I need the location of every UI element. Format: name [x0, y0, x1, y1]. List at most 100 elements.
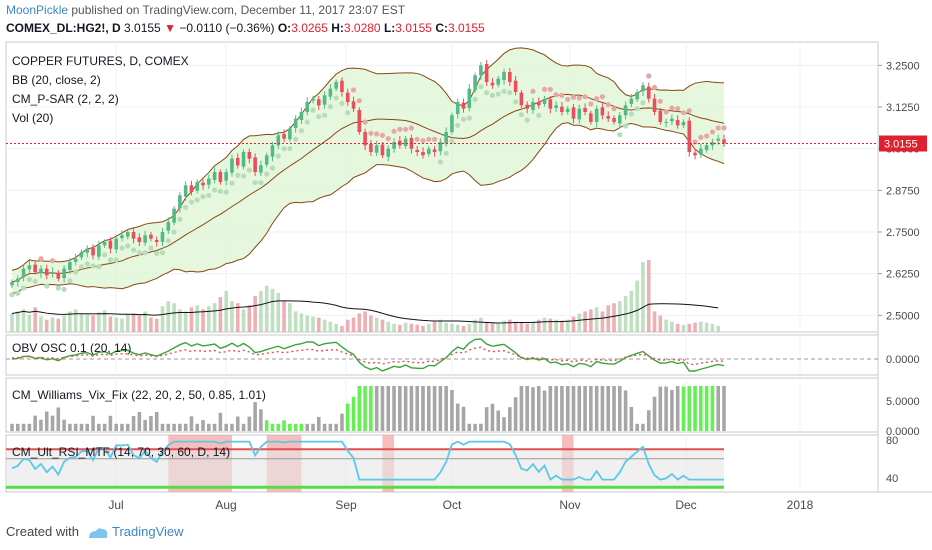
sar-dot — [709, 129, 716, 135]
candle — [102, 242, 107, 246]
volume-bar — [473, 319, 477, 332]
sar-dot — [61, 286, 67, 292]
sar-dot — [188, 199, 195, 205]
vix-bar — [484, 407, 489, 431]
volume-bar — [334, 323, 338, 332]
vix-bar — [548, 386, 553, 431]
candle — [149, 234, 153, 239]
sar-dot — [385, 136, 391, 142]
candle — [131, 232, 136, 239]
volume-bar — [125, 314, 130, 332]
volume-bar — [490, 322, 495, 332]
candle — [467, 88, 472, 108]
volume-bar — [357, 313, 362, 332]
volume-bar — [704, 322, 709, 332]
x-tick-label: Nov — [559, 498, 580, 512]
close-label: C: — [435, 21, 448, 35]
volume-bar — [73, 309, 78, 332]
sar-dot — [431, 136, 438, 142]
candle — [166, 222, 171, 231]
candle — [39, 268, 43, 274]
candle — [386, 148, 391, 157]
vix-bar — [62, 419, 66, 431]
candle — [50, 272, 55, 274]
sar-dot — [495, 91, 501, 97]
sar-dot — [582, 94, 588, 100]
volume-bar — [548, 318, 553, 332]
candle — [432, 149, 437, 152]
sar-dot — [165, 238, 171, 244]
volume-bar — [230, 301, 234, 332]
tradingview-brand-link[interactable]: TradingView — [111, 524, 184, 539]
open-value: 3.0265 — [291, 21, 328, 35]
vix-bar — [44, 411, 49, 431]
y-tick-label: 2.6250 — [886, 269, 920, 281]
volume-bar — [467, 323, 472, 332]
vix-bar — [363, 386, 367, 431]
vix-bar — [403, 386, 408, 431]
symbol-label[interactable]: COMEX_DL:HG2!, D — [6, 21, 121, 35]
open-label: O: — [277, 21, 292, 35]
sar-dot — [252, 180, 258, 186]
sar-dot — [594, 96, 600, 102]
candle — [583, 108, 587, 112]
volume-bar — [160, 306, 165, 332]
volume-bar — [629, 290, 634, 332]
volume-bar — [44, 319, 49, 332]
vix-bar — [704, 386, 709, 431]
author-link[interactable]: MoonPickle — [6, 3, 69, 17]
volume-bar — [39, 316, 43, 332]
volume-bar — [716, 325, 721, 332]
vix-bar — [114, 423, 118, 431]
volume-bar — [207, 306, 211, 332]
x-tick-label: Dec — [675, 498, 696, 512]
volume-bar — [293, 311, 298, 332]
sar-dot — [287, 146, 293, 152]
volume-bar — [351, 317, 356, 332]
vix-bar — [91, 415, 95, 431]
sar-dot — [669, 105, 675, 111]
candle — [91, 248, 95, 256]
sar-dot — [513, 99, 519, 105]
volume-bar — [322, 319, 327, 332]
sar-dot — [78, 264, 85, 270]
sar-dot — [588, 101, 594, 107]
volume-bar — [450, 323, 454, 332]
vix-bar — [479, 423, 483, 431]
vix-bar — [554, 386, 558, 431]
volume-bar — [33, 307, 37, 332]
candle — [10, 282, 14, 286]
sar-dot — [217, 188, 223, 194]
sar-dot — [692, 139, 698, 145]
candle — [641, 85, 645, 92]
vix-bar — [409, 386, 414, 431]
sar-dot — [715, 125, 721, 131]
candle — [21, 268, 26, 278]
vix-bar — [305, 423, 310, 431]
vix-bar — [513, 397, 518, 431]
vix-bar — [230, 423, 234, 431]
chart-canvas[interactable]: JulAugSepOctNovDec20183.25003.12503.0000… — [0, 0, 932, 520]
vix-bar — [675, 386, 680, 431]
vix-bar — [357, 386, 362, 431]
candle — [415, 150, 419, 152]
volume-bar — [554, 319, 558, 332]
volume-bar — [444, 322, 448, 332]
sar-dot — [246, 167, 252, 173]
vix-bar — [56, 407, 61, 431]
volume-bar — [10, 313, 14, 332]
candle — [722, 139, 726, 144]
vix-bar — [345, 403, 350, 431]
vix-bar — [421, 386, 425, 431]
volume-bar — [305, 315, 310, 332]
candle — [259, 165, 263, 173]
candle — [565, 108, 570, 112]
pane-frame-0 — [5, 41, 879, 333]
sar-dot — [524, 117, 530, 123]
x-tick-label: Sep — [335, 498, 357, 512]
bollinger-lower-line — [11, 122, 725, 295]
vix-bar — [224, 423, 228, 431]
sar-dot — [316, 114, 322, 120]
sar-dot — [617, 132, 623, 138]
sar-dot — [391, 128, 397, 134]
